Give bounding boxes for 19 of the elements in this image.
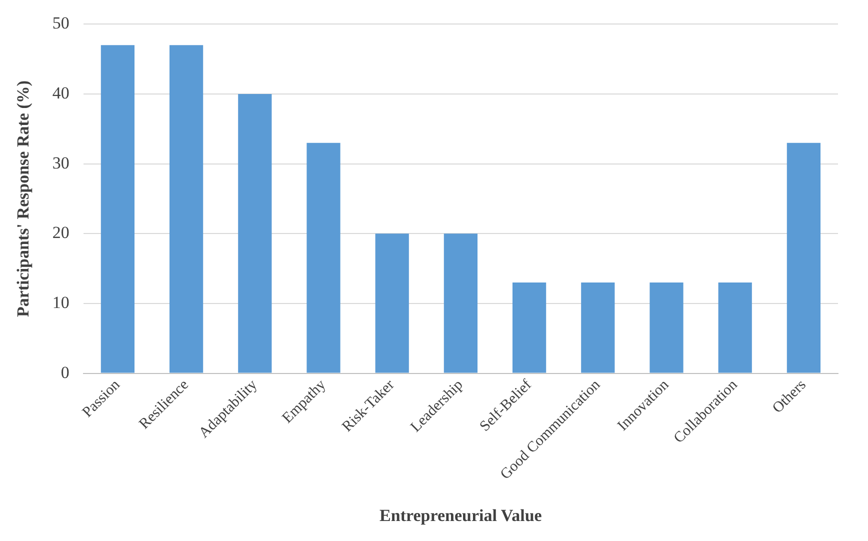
x-axis-title: Entrepreneurial Value bbox=[380, 506, 542, 526]
bar bbox=[306, 142, 340, 373]
bar bbox=[581, 282, 615, 373]
bar bbox=[650, 282, 684, 373]
y-tick-label: 20 bbox=[52, 223, 70, 242]
bar bbox=[375, 234, 409, 373]
y-tick-label: 30 bbox=[52, 153, 70, 172]
bar bbox=[718, 282, 752, 373]
bar bbox=[169, 45, 204, 373]
bar bbox=[100, 45, 135, 373]
y-tick-label: 10 bbox=[52, 292, 70, 312]
bar bbox=[444, 234, 478, 373]
y-tick-label: 50 bbox=[52, 14, 70, 33]
y-tick-label: 40 bbox=[52, 83, 70, 102]
bar bbox=[512, 282, 546, 373]
y-axis-title: Participants' Response Rate (%) bbox=[14, 80, 33, 318]
y-tick-label: 0 bbox=[60, 362, 70, 382]
bar bbox=[786, 142, 821, 373]
bar bbox=[238, 94, 272, 373]
